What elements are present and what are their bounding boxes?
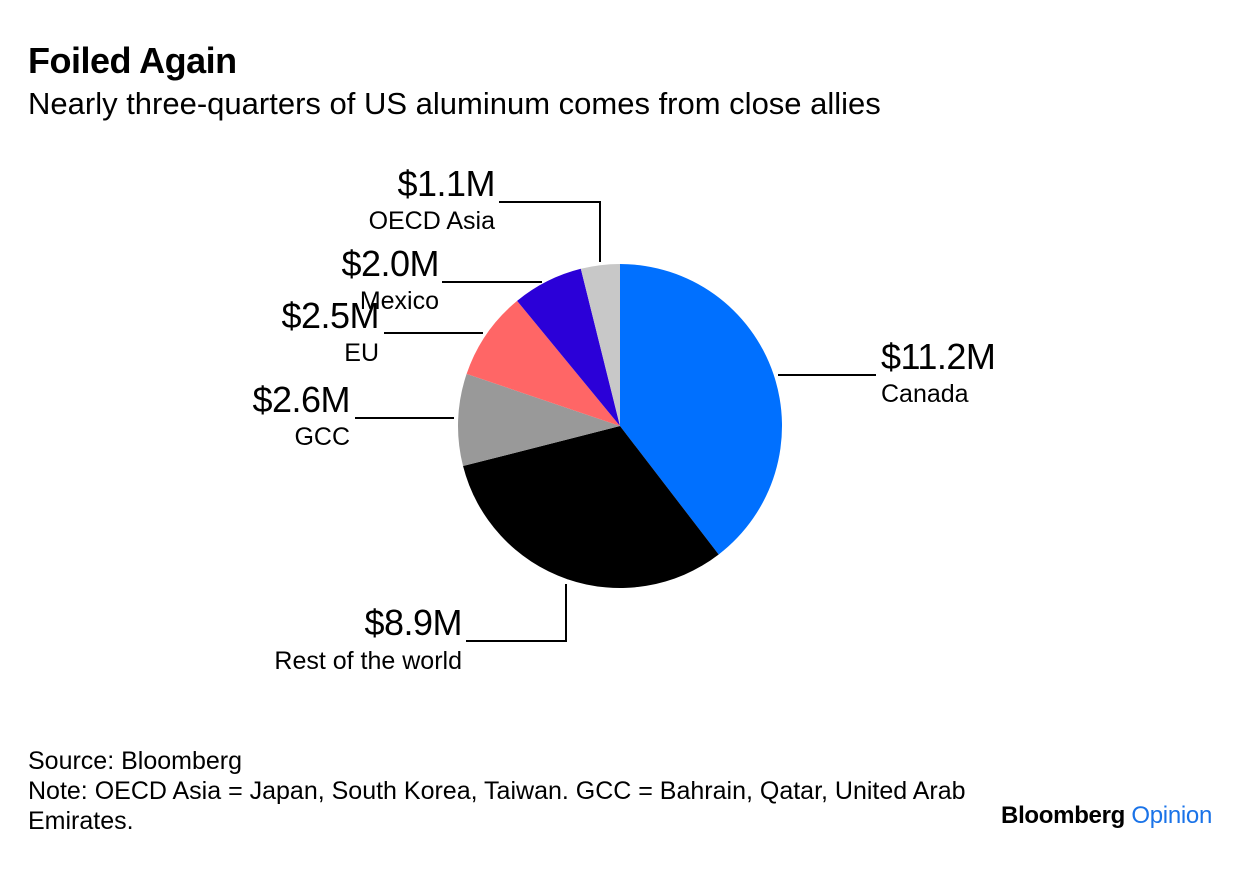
pie-slice-mexico: [517, 268, 620, 426]
brand-suffix: Opinion: [1131, 802, 1212, 829]
brand-logo: Bloomberg Opinion: [1001, 802, 1212, 830]
brand-name: Bloomberg: [1001, 802, 1125, 829]
value-label-eu: $2.5M: [281, 295, 379, 336]
category-label-oecd-asia: OECD Asia: [369, 207, 496, 235]
leader-line-rest-of-world: [466, 584, 567, 642]
value-label-mexico: $2.0M: [341, 243, 439, 284]
pie-slices: [458, 264, 783, 589]
chart-title: Foiled Again: [28, 40, 237, 81]
pie-slice-oecd-asia: [580, 264, 620, 426]
value-label-canada: $11.2M: [881, 336, 995, 377]
value-label-rest-of-world: $8.9M: [364, 602, 462, 643]
category-label-canada: Canada: [881, 380, 969, 408]
pie-chart: $1.1M OECD Asia $2.0M Mexico $2.5M EU $2…: [252, 163, 995, 675]
value-label-oecd-asia: $1.1M: [397, 163, 495, 204]
source-note: Source: Bloomberg: [28, 747, 243, 775]
footnote: Note: OECD Asia = Japan, South Korea, Ta…: [28, 777, 966, 835]
category-label-eu: EU: [344, 339, 379, 367]
chart-subtitle: Nearly three-quarters of US aluminum com…: [28, 86, 881, 121]
pie-slice-rest-of-the-world: [463, 426, 719, 589]
leader-lines: [355, 201, 876, 642]
pie-slice-gcc: [458, 373, 620, 467]
chart-footer: Source: Bloomberg Note: OECD Asia = Japa…: [28, 746, 988, 836]
category-label-rest-of-world: Rest of the world: [274, 647, 462, 675]
category-label-gcc: GCC: [294, 423, 350, 451]
value-label-gcc: $2.6M: [252, 379, 350, 420]
pie-slice-canada: [620, 264, 783, 555]
category-label-mexico: Mexico: [360, 287, 439, 315]
leader-line-oecd-asia: [499, 201, 601, 262]
pie-slice-eu: [466, 300, 620, 426]
